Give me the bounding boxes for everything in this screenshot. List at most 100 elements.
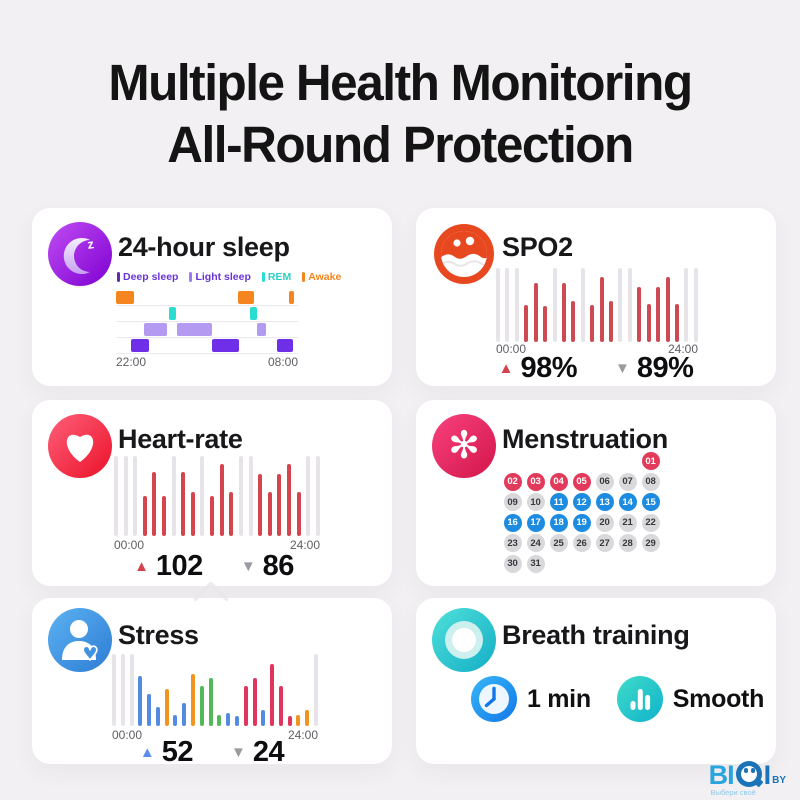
chart-bar	[120, 654, 125, 726]
chart-bar	[182, 702, 187, 726]
chart-bar	[199, 686, 204, 726]
chart-bar	[270, 664, 275, 726]
sleep-segment	[212, 339, 239, 352]
sleep-segment	[237, 291, 255, 304]
sleep-segment	[131, 339, 149, 352]
heart-rate-card-title: Heart-rate	[118, 424, 243, 454]
calendar-day: 27	[595, 534, 614, 553]
heart-rate-stats: ▲ 102 ▼ 86	[104, 550, 324, 583]
chart-bar	[665, 276, 670, 342]
sleep-card: z 24-hour sleep Deep sleep Light sleep REM…	[32, 208, 392, 386]
spo2-stats: ▲ 98% ▼ 89%	[486, 352, 706, 385]
logo-tagline: Выбери своё	[710, 788, 756, 797]
sleep-segment	[277, 339, 294, 352]
stress-max-value: 52	[161, 736, 194, 768]
sleep-time-end: 08:00	[267, 355, 298, 369]
calendar-day: 09	[503, 493, 522, 512]
calendar-day: 12	[572, 493, 591, 512]
chart-bar	[226, 713, 231, 726]
legend-label: REM	[267, 271, 292, 283]
chart-bar	[219, 464, 224, 536]
chart-bar	[190, 492, 195, 536]
chart-bar	[129, 654, 134, 726]
sleep-segment	[257, 323, 267, 336]
spo2-time-axis: 00:00 24:00	[496, 342, 698, 356]
sleep-segment	[168, 307, 177, 320]
chart-bar	[599, 276, 604, 342]
chart-bar	[217, 715, 222, 726]
legend-label: Light sleep	[195, 271, 251, 283]
sleep-hypnogram-chart	[116, 290, 298, 354]
chart-bar	[181, 472, 186, 536]
calendar-day: 31	[526, 554, 545, 573]
chart-bar	[133, 456, 138, 536]
chart-bar	[123, 456, 128, 536]
spo2-max-stat: ▲ 98%	[499, 352, 578, 385]
svg-text:✻: ✻	[448, 423, 480, 467]
sleep-time-start: 22:00	[116, 355, 147, 369]
bigi-logo-row: BI I BY	[709, 761, 786, 789]
calendar-day: 17	[526, 513, 545, 532]
chart-bar	[261, 710, 266, 726]
legend-item: Light sleep	[189, 271, 251, 283]
chart-bar	[112, 654, 116, 726]
stress-bar-chart	[112, 654, 318, 726]
calendar-day: 25	[549, 534, 568, 553]
calendar-day: 05	[572, 472, 591, 491]
heart-icon	[48, 414, 112, 478]
chart-bar	[162, 496, 167, 536]
moon-z-icon: z	[48, 222, 112, 286]
spo2-bar-chart	[496, 268, 698, 342]
page-title-line1: Multiple Health Monitoring	[108, 54, 693, 111]
sleep-segment	[288, 291, 295, 304]
chart-bar	[173, 715, 178, 726]
flower-icon: ✻	[432, 414, 496, 478]
stress-stats: ▲ 52 ▼ 24	[102, 736, 322, 769]
calendar-day: 29	[641, 534, 660, 553]
heart-rate-min-value: 86	[262, 550, 295, 582]
legend-item: Awake	[302, 271, 341, 283]
chart-bar	[210, 496, 215, 536]
calendar-day: 14	[618, 493, 637, 512]
stress-time-end: 24:00	[287, 728, 318, 742]
legend-item: Deep sleep	[117, 271, 178, 283]
chart-bar	[248, 456, 253, 536]
chart-bar	[627, 268, 632, 342]
chart-bar	[580, 268, 585, 342]
sleep-segment	[116, 291, 135, 304]
triangle-down-icon: ▼	[615, 360, 630, 377]
stress-card: ♥ Stress 00:00 24:00 ▲ 52 ▼ 24	[32, 598, 392, 768]
clock-icon	[471, 676, 517, 722]
page-title-line2: All-Round Protection	[167, 116, 634, 173]
calendar-day: 02	[503, 472, 522, 491]
heart-rate-max-value: 102	[155, 550, 203, 582]
chart-bar	[533, 282, 538, 342]
chart-bar	[524, 305, 529, 342]
logo-g-tail	[753, 777, 764, 788]
chart-bar	[252, 678, 257, 726]
calendar-day: 07	[618, 472, 637, 491]
legend-mark-icon	[189, 272, 193, 282]
chart-bar	[675, 303, 680, 342]
sleep-legend: Deep sleep Light sleep REM Awake	[117, 271, 341, 283]
breath-metrics-row: 1 min Smooth	[471, 676, 764, 722]
equalizer-bars-icon	[616, 676, 663, 722]
svg-text:♥: ♥	[81, 643, 98, 665]
stress-min-stat: ▼ 24	[231, 736, 285, 769]
stress-time-axis: 00:00 24:00	[112, 728, 318, 742]
chart-bar	[656, 286, 661, 342]
chart-bar	[200, 456, 205, 536]
stress-max-stat: ▲ 52	[140, 736, 194, 769]
logo-g-smiley-icon	[735, 761, 764, 788]
person-heart-icon: ♥	[48, 608, 112, 672]
chart-bar	[287, 715, 292, 726]
spo2-time-start: 00:00	[496, 342, 527, 356]
chart-bar	[306, 456, 311, 536]
chart-bar	[552, 268, 557, 342]
breath-duration-item: 1 min	[471, 676, 591, 722]
legend-item: REM	[261, 271, 292, 283]
chart-bar	[637, 286, 642, 342]
heart-rate-time-axis: 00:00 24:00	[114, 538, 320, 552]
stress-time-start: 00:00	[112, 728, 143, 742]
chart-bar	[208, 678, 213, 726]
